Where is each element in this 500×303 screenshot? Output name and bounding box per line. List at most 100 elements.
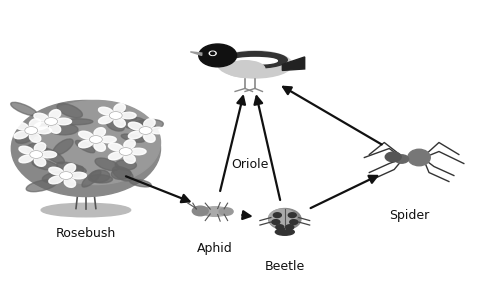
Ellipse shape <box>408 149 430 166</box>
Ellipse shape <box>30 119 41 128</box>
Ellipse shape <box>78 131 93 139</box>
Circle shape <box>210 52 214 55</box>
Ellipse shape <box>30 133 41 142</box>
Circle shape <box>192 206 208 216</box>
Ellipse shape <box>26 180 56 192</box>
Ellipse shape <box>34 143 46 152</box>
Ellipse shape <box>14 122 28 130</box>
Ellipse shape <box>115 110 136 120</box>
Ellipse shape <box>98 107 113 115</box>
Ellipse shape <box>225 61 265 77</box>
Ellipse shape <box>10 102 37 116</box>
Ellipse shape <box>60 119 93 125</box>
Ellipse shape <box>108 143 123 151</box>
Ellipse shape <box>78 140 93 148</box>
Text: Beetle: Beetle <box>264 260 305 273</box>
Circle shape <box>139 127 152 135</box>
Ellipse shape <box>124 154 136 163</box>
Ellipse shape <box>124 140 136 149</box>
Ellipse shape <box>57 162 86 173</box>
Ellipse shape <box>88 175 112 183</box>
Ellipse shape <box>114 104 126 113</box>
Ellipse shape <box>70 172 86 179</box>
Ellipse shape <box>222 52 288 68</box>
Ellipse shape <box>112 166 133 181</box>
Ellipse shape <box>82 170 101 187</box>
Circle shape <box>286 225 294 230</box>
Ellipse shape <box>36 127 52 134</box>
Ellipse shape <box>128 131 142 139</box>
Polygon shape <box>282 57 304 70</box>
Circle shape <box>290 220 298 225</box>
Ellipse shape <box>107 120 124 131</box>
Ellipse shape <box>76 140 95 153</box>
Ellipse shape <box>12 101 160 197</box>
Circle shape <box>119 148 132 155</box>
Ellipse shape <box>100 136 116 143</box>
Circle shape <box>44 118 58 125</box>
Ellipse shape <box>31 101 160 185</box>
Ellipse shape <box>49 124 60 133</box>
Circle shape <box>60 171 72 179</box>
Circle shape <box>30 151 43 158</box>
Ellipse shape <box>202 207 229 216</box>
Ellipse shape <box>150 127 166 134</box>
Ellipse shape <box>27 143 47 155</box>
Circle shape <box>25 127 38 135</box>
Ellipse shape <box>42 148 64 164</box>
Ellipse shape <box>232 58 278 64</box>
Ellipse shape <box>219 208 233 215</box>
Ellipse shape <box>276 229 294 235</box>
Ellipse shape <box>49 110 60 119</box>
Ellipse shape <box>114 118 126 127</box>
Circle shape <box>276 225 284 230</box>
Text: Aphid: Aphid <box>198 241 233 255</box>
Ellipse shape <box>53 139 73 155</box>
Ellipse shape <box>128 122 142 130</box>
Ellipse shape <box>16 131 35 143</box>
Ellipse shape <box>95 158 119 171</box>
Ellipse shape <box>64 164 76 173</box>
Ellipse shape <box>49 176 63 184</box>
Circle shape <box>90 135 102 143</box>
Ellipse shape <box>14 131 28 139</box>
Ellipse shape <box>64 178 76 187</box>
Ellipse shape <box>115 160 136 170</box>
Ellipse shape <box>48 124 78 135</box>
Ellipse shape <box>144 119 155 128</box>
Ellipse shape <box>57 104 82 118</box>
Text: Rosebush: Rosebush <box>56 227 116 240</box>
Circle shape <box>209 51 216 55</box>
Ellipse shape <box>67 166 84 178</box>
Polygon shape <box>190 52 202 55</box>
Ellipse shape <box>218 51 292 78</box>
Ellipse shape <box>34 113 48 121</box>
Text: Oriole: Oriole <box>232 158 268 171</box>
Ellipse shape <box>41 203 130 217</box>
Ellipse shape <box>144 133 155 142</box>
Circle shape <box>199 44 236 67</box>
Circle shape <box>274 213 281 218</box>
Ellipse shape <box>121 134 144 142</box>
Ellipse shape <box>34 122 48 130</box>
Ellipse shape <box>56 118 72 125</box>
Ellipse shape <box>108 152 123 160</box>
Ellipse shape <box>394 155 408 163</box>
Ellipse shape <box>98 116 113 124</box>
Circle shape <box>272 220 280 225</box>
Text: Spider: Spider <box>389 208 429 221</box>
Ellipse shape <box>130 179 152 187</box>
Ellipse shape <box>122 117 146 129</box>
Ellipse shape <box>130 119 164 131</box>
Ellipse shape <box>32 160 58 170</box>
Ellipse shape <box>42 171 75 183</box>
Ellipse shape <box>130 148 146 155</box>
Ellipse shape <box>19 155 34 163</box>
Circle shape <box>385 152 401 162</box>
Ellipse shape <box>23 124 50 137</box>
Ellipse shape <box>268 208 301 230</box>
Ellipse shape <box>49 167 63 175</box>
Ellipse shape <box>94 128 106 137</box>
Ellipse shape <box>94 142 106 151</box>
Ellipse shape <box>19 146 34 154</box>
